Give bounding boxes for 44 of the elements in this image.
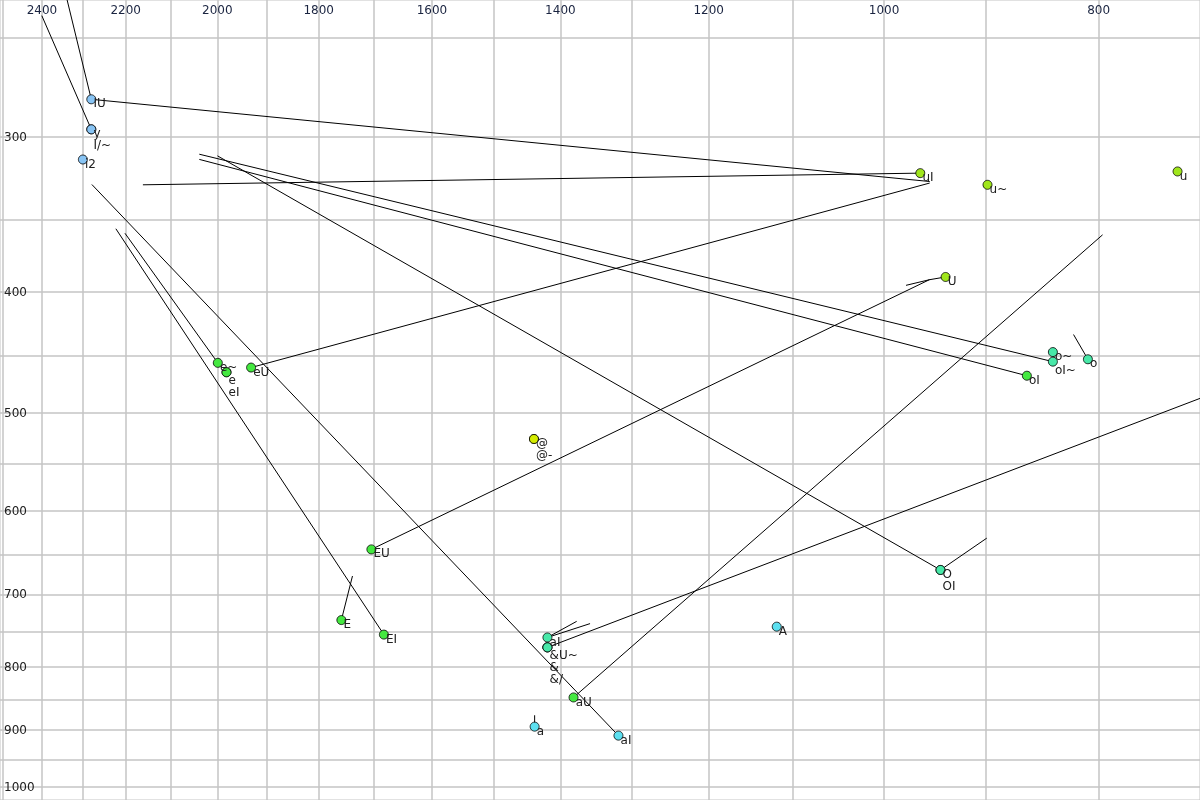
x-tick-label: 2000: [202, 3, 233, 17]
data-label: u: [1179, 168, 1188, 183]
y-tick-label: 500: [4, 405, 27, 420]
data-label: oI~: [1054, 362, 1076, 377]
data-label: &/: [549, 672, 564, 687]
data-label: aI: [620, 732, 632, 747]
data-label: a: [536, 723, 545, 738]
data-label: &U~: [549, 648, 578, 663]
data-label: @-: [536, 448, 553, 463]
x-tick-label: 1000: [868, 3, 900, 17]
data-label: y: [93, 126, 101, 141]
data-label: u~: [989, 181, 1008, 196]
y-tick-label: 700: [4, 587, 27, 602]
x-tick-label: 1800: [303, 3, 334, 17]
y-tick-label: 1000: [4, 780, 35, 795]
data-label: U: [947, 274, 957, 289]
data-label: E: [343, 617, 352, 632]
data-label: oI: [1028, 372, 1040, 387]
x-tick-label: 1400: [545, 3, 576, 17]
data-label: I/~: [93, 138, 112, 153]
y-tick-label: 300: [4, 129, 27, 144]
x-tick-label: 2200: [110, 3, 141, 17]
data-label: e: [228, 373, 236, 388]
data-label: EI: [385, 631, 398, 646]
y-tick-label: 600: [4, 504, 27, 519]
data-label: o: [1090, 356, 1098, 371]
y-tick-label: 800: [4, 659, 27, 674]
data-label: O: [942, 567, 953, 582]
data-label: EU: [373, 546, 390, 561]
x-tick-label: 2400: [26, 3, 58, 17]
data-label: i2: [84, 156, 96, 171]
data-label: @: [536, 436, 549, 451]
x-tick-label: 1200: [693, 3, 724, 17]
data-label: eU: [253, 364, 270, 379]
data-label: uI: [922, 170, 934, 185]
data-label: eI: [228, 385, 240, 400]
data-label: IU: [93, 96, 106, 111]
data-label: OI: [942, 579, 956, 594]
y-tick-label: 400: [4, 285, 27, 300]
y-tick-label: 900: [4, 723, 27, 738]
x-tick-label: 1600: [416, 3, 448, 17]
x-tick-label: 800: [1087, 3, 1111, 17]
data-label: o~: [1054, 349, 1073, 364]
data-label: A: [778, 623, 788, 638]
